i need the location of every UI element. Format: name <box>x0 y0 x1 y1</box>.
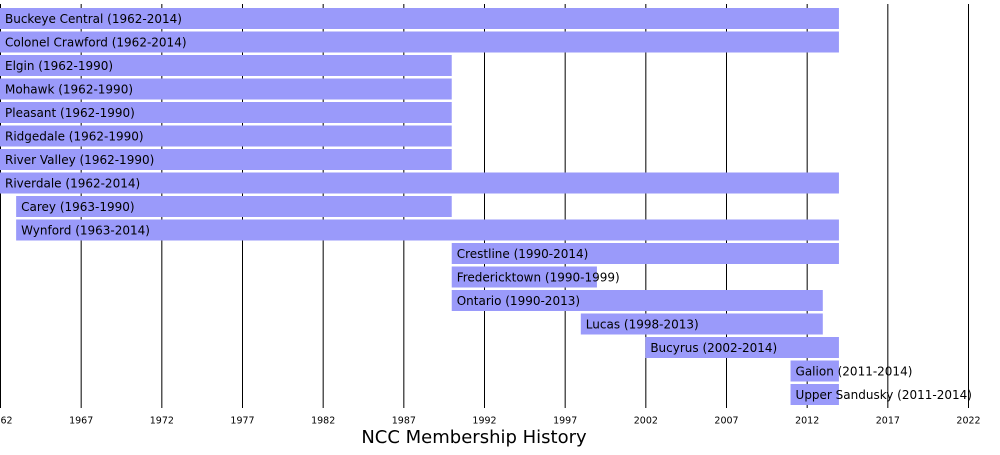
bar <box>0 78 452 100</box>
bar <box>0 125 452 147</box>
bar-label: Wynford (1963-2014) <box>21 224 150 238</box>
x-tick-label: 2022 <box>956 416 980 427</box>
bars <box>0 8 839 405</box>
bar-label: Ontario (1990-2013) <box>457 294 580 308</box>
bar <box>451 290 823 311</box>
bar-label: Fredericktown (1990-1999) <box>457 271 620 285</box>
bar <box>580 313 823 335</box>
bar-label: Buckeye Central (1962-2014) <box>5 12 182 26</box>
bar <box>0 172 839 194</box>
x-tick-label: 1992 <box>472 416 496 427</box>
bar-label: Bucyrus (2002-2014) <box>650 341 777 355</box>
bar <box>451 243 839 264</box>
bar <box>16 196 452 217</box>
bar <box>16 219 839 241</box>
bar <box>0 102 452 123</box>
x-tick-label: 1972 <box>150 416 174 427</box>
bar-label: River Valley (1962-1990) <box>5 153 154 167</box>
bar <box>0 149 452 170</box>
bar <box>790 360 839 382</box>
bar-label: Galion (2011-2014) <box>796 365 913 379</box>
x-tick-label: 1962 <box>0 416 13 427</box>
chart-title: NCC Membership History <box>361 427 587 448</box>
x-tick-label: 2002 <box>634 416 658 427</box>
bar <box>0 8 839 29</box>
bar-label: Colonel Crawford (1962-2014) <box>5 36 187 50</box>
x-tick-label: 1977 <box>230 416 254 427</box>
x-tick-label: 2007 <box>714 416 738 427</box>
x-tick-label: 1967 <box>69 416 93 427</box>
x-tick-label: 2012 <box>795 416 819 427</box>
bar <box>0 55 452 76</box>
bar <box>790 384 839 405</box>
bar-label: Elgin (1962-1990) <box>5 59 113 73</box>
bar-label: Crestline (1990-2014) <box>457 247 589 261</box>
bar-label: Lucas (1998-2013) <box>586 318 699 332</box>
bar-label: Upper Sandusky (2011-2014) <box>796 388 972 402</box>
x-tick-label: 2017 <box>876 416 900 427</box>
bar-label: Pleasant (1962-1990) <box>5 106 135 120</box>
bar-label: Ridgedale (1962-1990) <box>5 130 144 144</box>
bar <box>451 266 597 288</box>
bar <box>0 31 839 53</box>
bar-label: Mohawk (1962-1990) <box>5 83 133 97</box>
x-tick-label: 1997 <box>553 416 577 427</box>
x-tick-label: 1982 <box>311 416 335 427</box>
x-tick-label: 1987 <box>392 416 416 427</box>
bar-label: Carey (1963-1990) <box>21 200 134 214</box>
bar <box>645 337 839 358</box>
bar-label: Riverdale (1962-2014) <box>5 177 140 191</box>
